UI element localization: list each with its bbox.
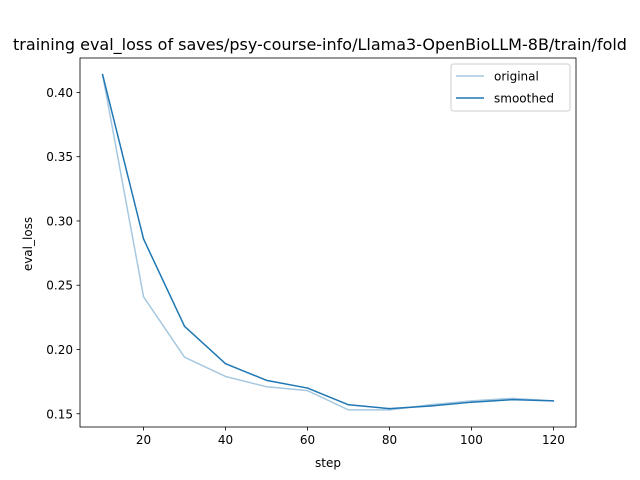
data-point-smoothed — [224, 362, 227, 365]
data-point-smoothed — [552, 400, 555, 402]
y-axis-ticks: 0.15 0.20 0.25 0.30 0.35 0.40 — [46, 86, 80, 421]
data-point-original — [388, 409, 391, 411]
data-point-smoothed — [306, 387, 309, 389]
data-point-original — [470, 400, 473, 402]
chart-title: training eval_loss of saves/psy-course-i… — [13, 35, 627, 55]
x-tick-label: 120 — [542, 433, 565, 447]
data-point-smoothed — [101, 73, 104, 76]
data-point-original — [511, 397, 514, 400]
y-tick-label: 0.35 — [46, 150, 73, 164]
data-point-original — [429, 404, 432, 406]
data-point-original — [347, 409, 350, 411]
x-tick-label: 20 — [136, 433, 151, 447]
y-tick-label: 0.40 — [46, 86, 73, 100]
data-point-original — [265, 386, 268, 388]
x-tick-label: 60 — [300, 433, 315, 447]
plot-area — [79, 57, 577, 428]
data-point-smoothed — [265, 379, 268, 382]
y-tick-label: 0.15 — [46, 407, 73, 421]
x-axis-label: step — [315, 456, 341, 470]
y-tick-label: 0.25 — [46, 279, 73, 293]
x-tick-label: 100 — [460, 433, 483, 447]
axes-frame — [79, 57, 577, 428]
data-point-smoothed — [142, 238, 145, 240]
data-point-original — [183, 356, 186, 358]
legend: original smoothed — [450, 63, 571, 112]
data-point-smoothed — [429, 405, 432, 407]
data-point-original — [224, 375, 227, 378]
y-tick-label: 0.30 — [46, 214, 73, 228]
data-point-original — [142, 296, 145, 298]
series-line-smoothed — [101, 74, 554, 410]
x-tick-label: 80 — [382, 433, 397, 447]
data-point-original — [306, 389, 309, 392]
data-point-smoothed — [183, 325, 186, 328]
series-lines — [101, 73, 555, 411]
x-tick-label: 40 — [218, 433, 233, 447]
legend-label: original — [494, 70, 539, 84]
data-point-smoothed — [388, 407, 391, 410]
data-point-smoothed — [511, 398, 514, 401]
series-line-original — [101, 74, 554, 411]
legend-label: smoothed — [494, 92, 554, 106]
y-tick-label: 0.20 — [46, 343, 73, 357]
data-point-smoothed — [347, 404, 350, 406]
x-axis-ticks: 20 40 60 80 100 120 — [136, 427, 565, 447]
y-axis-label: eval_loss — [21, 217, 35, 271]
data-point-smoothed — [470, 401, 473, 403]
